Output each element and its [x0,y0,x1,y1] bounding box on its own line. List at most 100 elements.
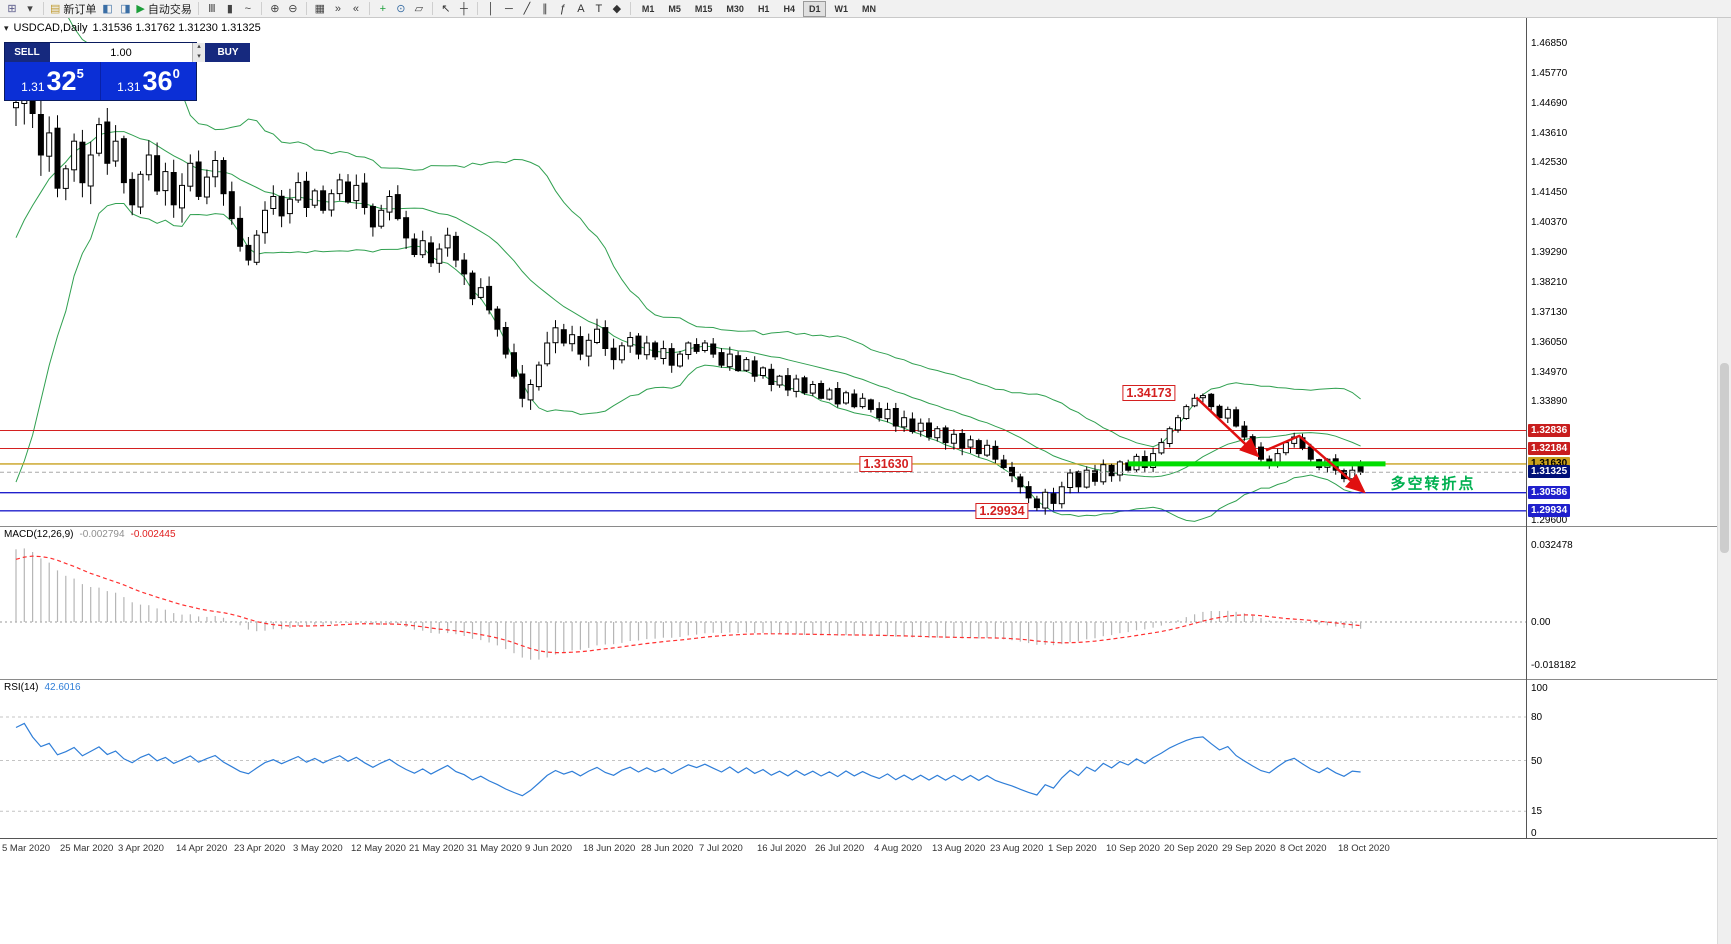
level-price-label: 1.32836 [1528,424,1571,437]
chart-profiles-icon: ▾ [27,2,33,15]
chart-profiles-button[interactable]: ▾ [21,1,39,17]
buy-button[interactable]: BUY [206,43,250,62]
candlestick-chart [0,18,1526,522]
sell-button[interactable]: SELL [5,43,49,62]
timeframe-m1-button[interactable]: M1 [641,3,655,14]
volume-input[interactable] [50,43,192,62]
date-tick: 12 May 2020 [351,843,406,854]
toolbar-separator [197,2,199,15]
price-tick: 1.37130 [1531,307,1568,318]
periods-button[interactable]: ⊙ [392,1,410,17]
macd-panel[interactable]: MACD(12,26,9) -0.002794 -0.002445 [0,527,1526,679]
date-tick: 1 Sep 2020 [1048,843,1097,854]
timeframe-mn-button[interactable]: MN [861,3,876,14]
time-axis[interactable]: 5 Mar 2020 25 Mar 2020 3 Apr 2020 14 Apr 20… [0,838,1717,861]
market-watch-button[interactable]: ◧ [98,1,116,17]
macd-tick: 0.00 [1531,617,1551,628]
one-click-toggle-icon[interactable]: ▾ [4,22,9,33]
price-tick: 1.46850 [1531,38,1568,49]
text-button[interactable]: A [572,1,590,17]
buy-price[interactable]: 1.31 36 0 [101,62,196,100]
volume-spinner: ▴ ▾ [192,43,205,62]
timeframe-h1-button[interactable]: H1 [757,3,770,14]
toolbar-separator [431,2,433,15]
equidistant-channel-button[interactable]: ∥ [536,1,554,17]
macd-main-value: -0.002794 [79,529,125,540]
templates-button[interactable]: ▱ [410,1,428,17]
price-tick: 1.34970 [1531,367,1568,378]
price-axis[interactable]: 1.46850 1.45770 1.44690 1.43610 1.42530 1.414… [1526,18,1717,839]
new-chart-icon: ⊞ [7,2,17,15]
vertical-scrollbar[interactable] [1717,18,1731,944]
tile-windows-button[interactable]: ▦ [311,1,329,17]
indicators-button[interactable]: + [374,1,392,17]
templates-icon: ▱ [414,2,424,15]
zoom-out-button[interactable]: ⊖ [284,1,302,17]
line-chart-mode-button[interactable]: ~ [239,1,257,17]
trendline-button[interactable]: ╱ [518,1,536,17]
candlestick-mode-button[interactable]: ▮ [221,1,239,17]
cursor-button[interactable]: ↖ [437,1,455,17]
timeframe-m15-button[interactable]: M15 [694,3,713,14]
toolbar-separator [368,2,370,15]
date-tick: 26 Jul 2020 [815,843,865,854]
bar-chart-mode-button[interactable]: Ⅲ [203,1,221,17]
crosshair-icon: ┼ [459,2,468,15]
price-label-annotation[interactable]: 1.34173 [1122,385,1176,401]
date-tick: 7 Jul 2020 [699,843,743,854]
chart-shift-button[interactable]: « [347,1,365,17]
panel-splitter[interactable] [0,679,1717,680]
horizontal-line-icon: ─ [504,2,513,15]
new-order-icon: ▤ [50,2,61,15]
timeframe-d1-button[interactable]: D1 [802,0,827,17]
date-tick: 18 Oct 2020 [1338,843,1390,854]
rsi-panel[interactable]: RSI(14) 42.6016 [0,680,1526,838]
horizontal-line-button[interactable]: ─ [500,1,518,17]
crosshair-button[interactable]: ┼ [455,1,473,17]
main-chart-plot-area[interactable]: ▾ USDCAD,Daily 1.31536 1.31762 1.31230 1… [0,18,1526,526]
price-tick: 1.29600 [1531,515,1568,526]
sell-price[interactable]: 1.31 32 5 [5,62,101,100]
timeframe-m5-button[interactable]: M5 [668,3,681,14]
zoom-in-button[interactable]: ⊕ [266,1,284,17]
toolbar-separator [476,2,478,15]
date-tick: 3 Apr 2020 [118,843,164,854]
auto-scroll-button[interactable]: » [329,1,347,17]
new-chart-button[interactable]: ⊞ [3,1,21,17]
volume-increase-button[interactable]: ▴ [193,43,205,53]
sell-price-prefix: 1.31 [21,80,45,94]
macd-tick: 0.032478 [1531,540,1573,551]
date-tick: 23 Apr 2020 [234,843,286,854]
date-tick: 8 Oct 2020 [1280,843,1327,854]
scrollbar-thumb[interactable] [1720,363,1729,553]
new-order-button[interactable]: ▤ 新订单 [48,1,98,17]
text-label-button[interactable]: T [590,1,608,17]
line-chart-mode-icon: ~ [244,2,252,15]
trendline-icon: ╱ [523,2,531,15]
toolbar-separator [260,2,262,15]
price-tick: 1.41450 [1531,187,1568,198]
price-label-annotation[interactable]: 1.29934 [975,503,1029,519]
price-tick: 1.33890 [1531,396,1568,407]
periods-icon: ⊙ [396,2,406,15]
macd-label: MACD(12,26,9) -0.002794 -0.002445 [4,529,176,540]
vertical-line-button[interactable]: │ [482,1,500,17]
zoom-out-icon: ⊖ [288,2,298,15]
one-click-trading-panel: SELL ▴ ▾ BUY 1.31325 1.313 [4,42,250,101]
price-label-annotation[interactable]: 1.31630 [859,456,913,472]
volume-decrease-button[interactable]: ▾ [193,52,205,62]
auto-trading-button[interactable]: ▶ 自动交易 [134,1,193,17]
auto-trading-icon: ▶ [136,2,145,15]
panel-splitter[interactable] [0,526,1717,527]
text-annotation[interactable]: 多空转折点 [1390,475,1476,493]
navigator-button[interactable]: ◨ [116,1,134,17]
equidistant-channel-icon: ∥ [542,2,548,15]
timeframe-w1-button[interactable]: W1 [834,3,848,14]
fibonacci-button[interactable]: ƒ [554,1,572,17]
text-label-icon: T [595,2,603,15]
macd-chart [0,548,1526,660]
timeframe-m30-button[interactable]: M30 [726,3,744,14]
price-tick: 1.43610 [1531,128,1568,139]
shapes-button[interactable]: ◆ [608,1,626,17]
timeframe-h4-button[interactable]: H4 [783,3,795,14]
